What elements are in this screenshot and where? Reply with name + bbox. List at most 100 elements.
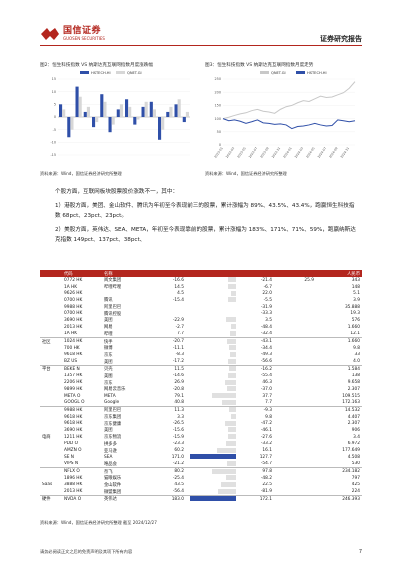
table-cell: -55.4 — [260, 373, 272, 379]
table-cell — [186, 330, 238, 338]
table-cell: 9618 HK — [64, 352, 83, 358]
table-cell — [274, 304, 316, 311]
table-cell: 80.2 — [146, 467, 186, 475]
table-cell: 腾讯 — [104, 298, 113, 304]
table-cell: 224 — [351, 489, 360, 495]
table-row: 0772 HK 阅文集团 -16.6 -21.4 25.9 343 — [40, 277, 362, 284]
table-cell: -48.4 — [260, 324, 272, 330]
stock-performance-table: 代码 名称 人民币 0772 HK 阅文集团 -16.6 -21.4 25.9 343 1A… — [40, 270, 362, 503]
table-cell — [186, 345, 238, 352]
table-cell: -17.2 — [172, 359, 184, 365]
table-cell: -11.1 — [172, 345, 184, 351]
bar — [182, 117, 186, 123]
bar — [86, 106, 90, 117]
table-cell: 19.3 — [350, 311, 360, 317]
y-tick-label: 10 — [52, 90, 56, 94]
table-cell — [274, 434, 316, 441]
commentary-item-1: 1）港股方面，美团、金山软件、腾讯为年初至今表现前三的股票，累计涨幅为 89%、… — [55, 203, 355, 219]
table-cell: 22.0 — [262, 291, 272, 297]
table-cell: 33 — [354, 352, 360, 358]
table-cell: 22.5 — [262, 482, 272, 488]
cell-bar — [228, 297, 236, 303]
y-tick-label: 0 — [54, 115, 56, 119]
table-cell: 微盟集团 — [104, 489, 122, 495]
table-cell — [274, 406, 316, 414]
table-cell: 1024 HK — [62, 337, 102, 345]
table-cell — [186, 440, 238, 448]
table-cell: GOOGL O — [64, 400, 85, 406]
table-cell — [40, 284, 62, 291]
table-cell: 贝壳 — [102, 364, 146, 373]
table-cell — [146, 304, 186, 311]
cell-bar — [227, 358, 236, 364]
cell-bar — [226, 386, 236, 392]
table-row: BZ US 美团 -17.2 -56.6 4.0 — [40, 358, 362, 365]
table-cell — [186, 386, 238, 393]
company-logo: 国信证券 GUOSEN SECURITIES — [40, 26, 105, 41]
table-cell — [40, 406, 62, 414]
table-cell: 25.9 — [304, 277, 314, 283]
table-cell: 700 HK — [64, 345, 80, 351]
table-cell: -21.4 — [260, 277, 272, 283]
table-cell: PDD O — [64, 441, 78, 447]
table-cell: 9899 HK — [64, 386, 83, 392]
table-cell: -25.4 — [172, 475, 184, 481]
table-cell: 阿里巴巴 — [102, 406, 146, 414]
table-cell — [186, 427, 238, 434]
bar — [78, 96, 82, 117]
table-cell — [186, 414, 238, 421]
table-cell: -34.4 — [260, 345, 272, 351]
table-cell: 美团 — [104, 318, 113, 324]
bar — [158, 117, 162, 140]
table-cell: 4.5 — [177, 291, 184, 297]
table-row: META O META 79.1 37.7 109.515 — [40, 393, 362, 400]
table-cell: 奈飞 — [102, 467, 146, 475]
bar — [141, 106, 145, 117]
table-row: 平台 BEKE N 贝壳 11.5 -16.2 1.584 — [40, 364, 362, 373]
table-cell: Google — [104, 400, 120, 406]
table-cell — [274, 386, 316, 393]
table-cell: -16.2 — [238, 364, 274, 373]
table-cell — [186, 297, 238, 304]
table-cell: 43.5 — [174, 482, 184, 488]
bar — [149, 101, 153, 117]
table-cell: -8.3 — [175, 352, 184, 358]
table-cell: VIPS N — [64, 461, 79, 467]
table-cell — [274, 352, 316, 359]
table-cell: 138 — [351, 373, 360, 379]
table-cell — [40, 331, 62, 338]
table-cell — [40, 475, 62, 482]
table-cell — [274, 393, 316, 400]
table-cell: 5.1 — [353, 291, 360, 297]
bar — [67, 117, 71, 138]
col-header-name: 名称 — [102, 270, 146, 277]
report-type-label: 证券研究报告 — [320, 35, 362, 43]
table-row: 1896 HK 猫眼娱乐 -25.4 -48.2 797 — [40, 475, 362, 482]
cell-bar — [228, 284, 236, 290]
bar — [70, 117, 74, 130]
table-cell: 183.0 — [146, 494, 186, 503]
table-cell — [186, 467, 238, 475]
table-cell: 3690 HK — [64, 427, 83, 433]
page-number: 7 — [358, 549, 362, 555]
x-tick-label: 2023-05 — [236, 146, 247, 159]
table-cell — [40, 454, 62, 461]
table-cell: 2206 HK — [64, 380, 83, 386]
table-cell: 97.8 — [238, 467, 274, 475]
cell-bar — [226, 440, 236, 446]
table-source: 资料来源：Wind，国信证券经济研究所整理 截至 2024/12/27 — [40, 520, 157, 525]
y-tick-label: -5 — [53, 128, 56, 132]
x-tick-label: 2023-11 — [271, 146, 282, 159]
table-cell — [40, 386, 62, 393]
table-cell: -21.2 — [172, 461, 184, 467]
table-cell — [274, 331, 316, 338]
table-cell: -31.9 — [260, 304, 272, 310]
table-cell — [186, 351, 238, 359]
table-row: 1A HK 哔哩 7.7 -32.4 12.1 — [40, 330, 362, 338]
table-cell — [274, 467, 316, 475]
legend-swatch — [296, 71, 305, 74]
table-cell: 阿里巴巴 — [104, 305, 122, 311]
table-row: 9988 HK 阿里巴巴 -31.9 35.888 — [40, 304, 362, 311]
figure-3-source: 资料来源：Wind，国信证券经济研究所整理 — [205, 171, 287, 176]
table-cell: 网易云音乐 — [104, 387, 126, 393]
